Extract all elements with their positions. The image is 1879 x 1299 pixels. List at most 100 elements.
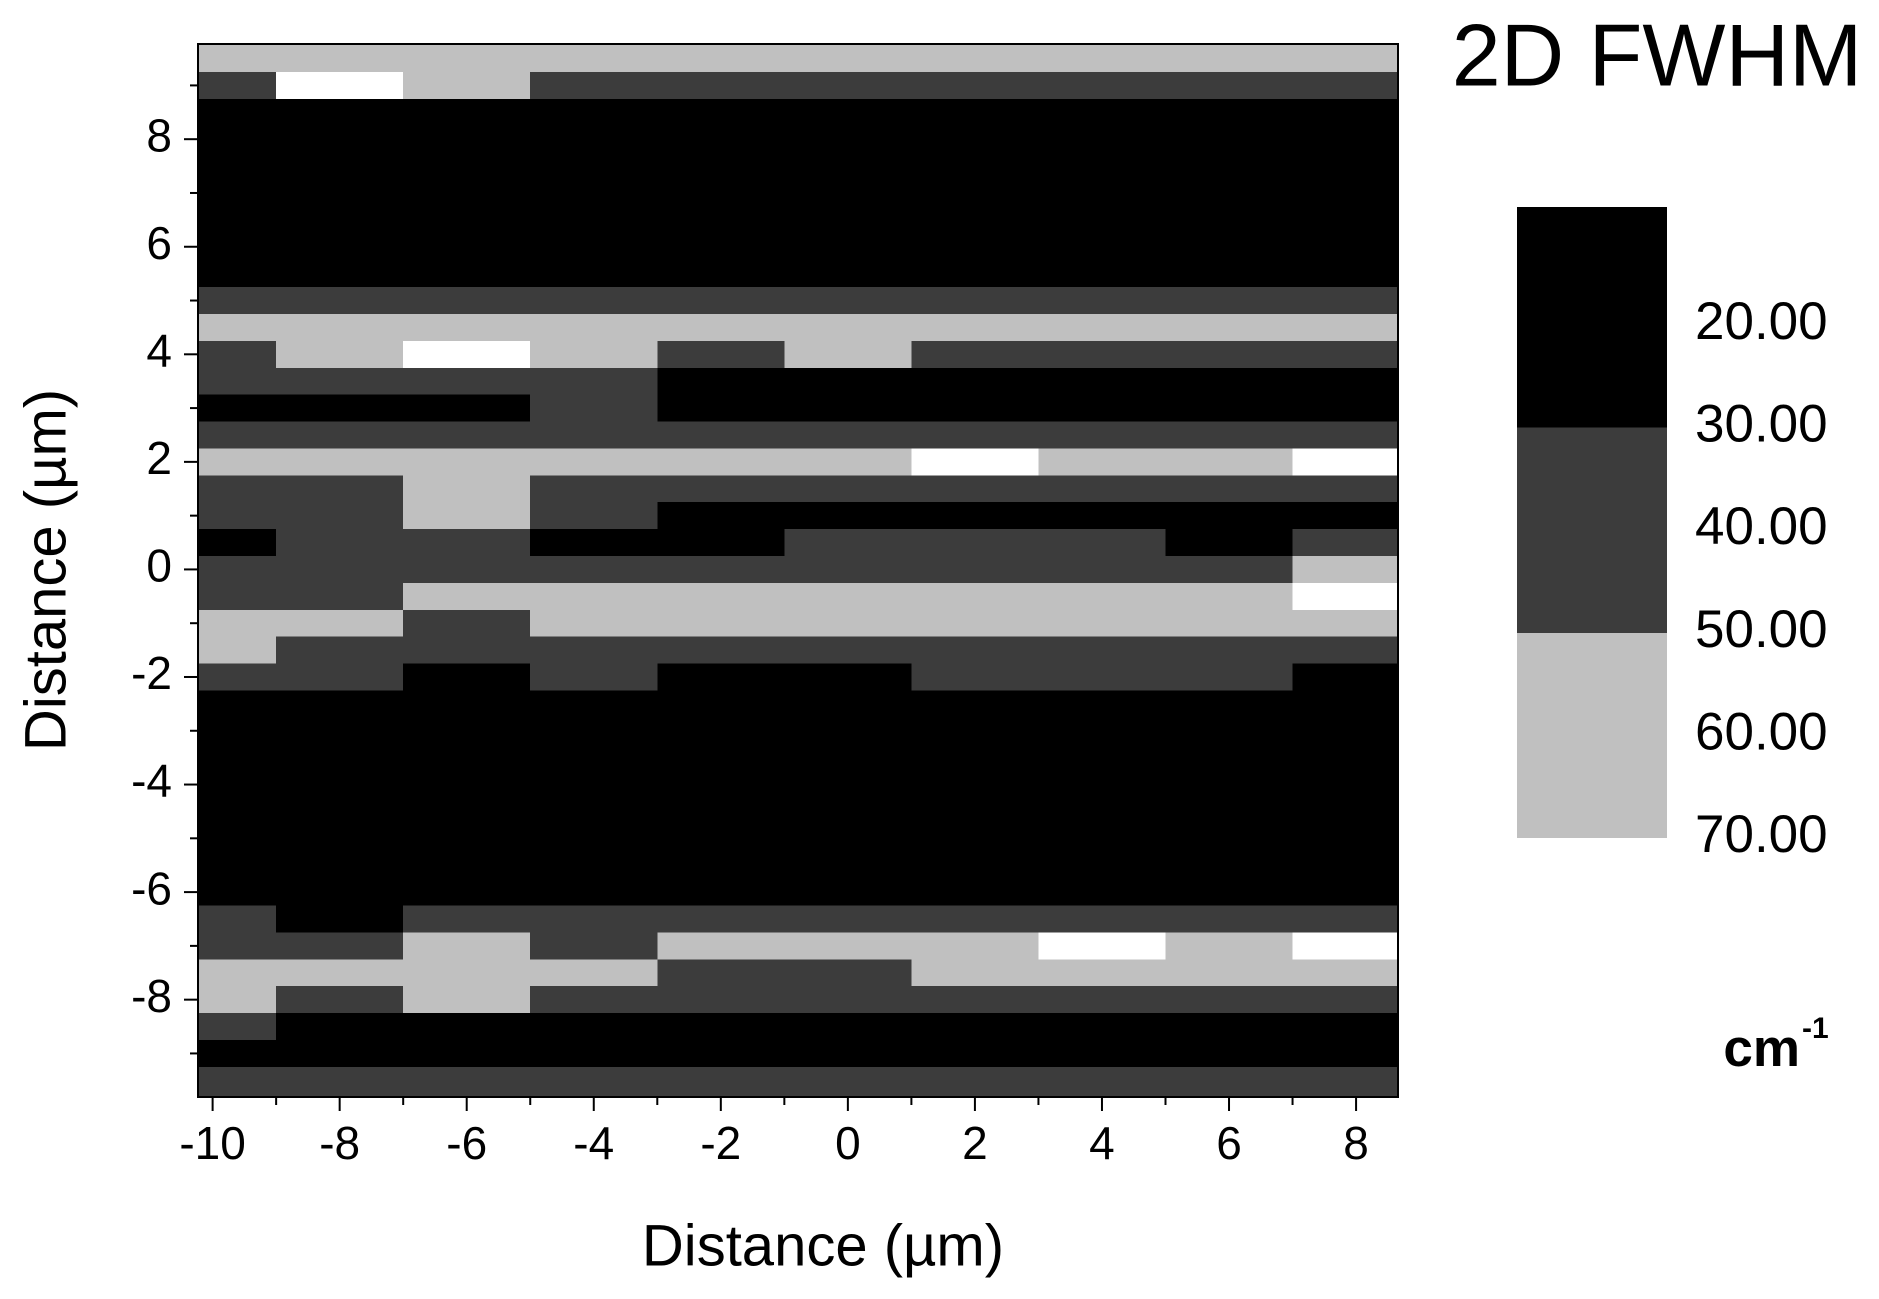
contour-cell bbox=[403, 206, 531, 234]
contour-cell bbox=[1165, 71, 1293, 99]
contour-cell bbox=[276, 260, 404, 288]
contour-cell bbox=[276, 448, 404, 476]
contour-cell bbox=[657, 1013, 785, 1040]
contour-cell bbox=[276, 771, 404, 798]
contour-cell bbox=[1292, 663, 1398, 691]
colorbar-tick-label: 40.00 bbox=[1695, 497, 1828, 556]
contour-cell bbox=[530, 260, 658, 288]
contour-cell bbox=[198, 475, 277, 503]
contour-cell bbox=[1292, 287, 1398, 314]
contour-cell bbox=[1038, 1013, 1166, 1040]
contour-cell bbox=[198, 690, 277, 718]
contour-cell bbox=[657, 421, 785, 449]
contour-cell bbox=[530, 98, 658, 126]
contour-cell bbox=[403, 932, 531, 960]
contour-cell bbox=[784, 233, 912, 261]
contour-cell bbox=[911, 824, 1039, 852]
contour-cell bbox=[198, 582, 277, 610]
x-tick-label: -4 bbox=[573, 1117, 614, 1169]
colorbar-tick-label: 20.00 bbox=[1695, 292, 1828, 351]
contour-cell bbox=[198, 824, 277, 852]
contour-cell bbox=[530, 771, 658, 798]
contour-cell bbox=[1165, 609, 1293, 637]
chart-title: 2D FWHM bbox=[1452, 5, 1863, 104]
contour-cell bbox=[530, 1039, 658, 1067]
contour-cell bbox=[530, 986, 658, 1014]
colorbar-segment bbox=[1517, 427, 1667, 633]
contour-cell bbox=[1165, 717, 1293, 745]
x-tick-label: 8 bbox=[1343, 1117, 1369, 1169]
contour-cell bbox=[784, 771, 912, 798]
contour-cell bbox=[657, 609, 785, 637]
contour-cell bbox=[530, 717, 658, 745]
contour-cell bbox=[530, 959, 658, 987]
contour-cell bbox=[403, 448, 531, 476]
contour-cell bbox=[1038, 340, 1166, 368]
contour-cell bbox=[1165, 475, 1293, 503]
contour-cell bbox=[1165, 502, 1293, 530]
x-tick-label: 0 bbox=[835, 1117, 861, 1169]
contour-cell bbox=[911, 44, 1039, 72]
contour-cell bbox=[1292, 125, 1398, 153]
contour-cell bbox=[1038, 287, 1166, 314]
contour-cell bbox=[657, 797, 785, 825]
y-tick-label: 6 bbox=[146, 217, 172, 269]
contour-cell bbox=[657, 663, 785, 691]
contour-cell bbox=[403, 744, 531, 772]
contour-cell bbox=[911, 502, 1039, 530]
contour-cell bbox=[784, 636, 912, 664]
contour-cell bbox=[530, 851, 658, 879]
contour-cell bbox=[657, 475, 785, 503]
contour-cell bbox=[198, 1066, 277, 1097]
contour-cell bbox=[198, 152, 277, 180]
contour-cell bbox=[276, 421, 404, 449]
contour-cell bbox=[198, 340, 277, 368]
contour-cell bbox=[657, 824, 785, 852]
contour-cell bbox=[530, 905, 658, 933]
contour-cell bbox=[784, 609, 912, 637]
contour-cell bbox=[784, 1013, 912, 1040]
contour-cell bbox=[657, 98, 785, 126]
contour-cell bbox=[530, 125, 658, 153]
contour-cell bbox=[911, 717, 1039, 745]
contour-cell bbox=[530, 313, 658, 341]
contour-cell bbox=[1292, 206, 1398, 234]
colorbar-unit-exponent: -1 bbox=[1802, 1012, 1829, 1045]
contour-cell bbox=[276, 206, 404, 234]
contour-cell bbox=[1038, 98, 1166, 126]
contour-cell bbox=[657, 878, 785, 906]
contour-cell bbox=[1038, 313, 1166, 341]
contour-cell bbox=[657, 125, 785, 153]
contour-cell bbox=[530, 206, 658, 234]
contour-cell bbox=[198, 932, 277, 960]
contour-cell bbox=[911, 636, 1039, 664]
contour-cell bbox=[1038, 394, 1166, 422]
contour-cell bbox=[1292, 905, 1398, 933]
contour-cell bbox=[657, 582, 785, 610]
contour-cell bbox=[530, 529, 658, 556]
contour-cell bbox=[657, 502, 785, 530]
contour-cell bbox=[403, 851, 531, 879]
contour-cell bbox=[1292, 98, 1398, 126]
contour-cell bbox=[1038, 233, 1166, 261]
contour-cell bbox=[784, 394, 912, 422]
contour-cell bbox=[1038, 421, 1166, 449]
contour-cell bbox=[911, 555, 1039, 583]
contour-cell bbox=[784, 502, 912, 530]
contour-cell bbox=[198, 260, 277, 288]
contour-cell bbox=[530, 502, 658, 530]
contour-cell bbox=[403, 313, 531, 341]
contour-cell bbox=[1292, 797, 1398, 825]
contour-cell bbox=[911, 233, 1039, 261]
contour-cell bbox=[403, 824, 531, 852]
y-tick-label: -6 bbox=[131, 862, 172, 914]
contour-cell bbox=[198, 986, 277, 1014]
contour-cell bbox=[276, 71, 404, 99]
contour-cell bbox=[198, 287, 277, 314]
x-tick-label: 4 bbox=[1089, 1117, 1115, 1169]
contour-cell bbox=[403, 959, 531, 987]
contour-cell bbox=[657, 260, 785, 288]
contour-cell bbox=[1038, 125, 1166, 153]
y-tick-label: -8 bbox=[131, 970, 172, 1022]
contour-cell bbox=[657, 744, 785, 772]
